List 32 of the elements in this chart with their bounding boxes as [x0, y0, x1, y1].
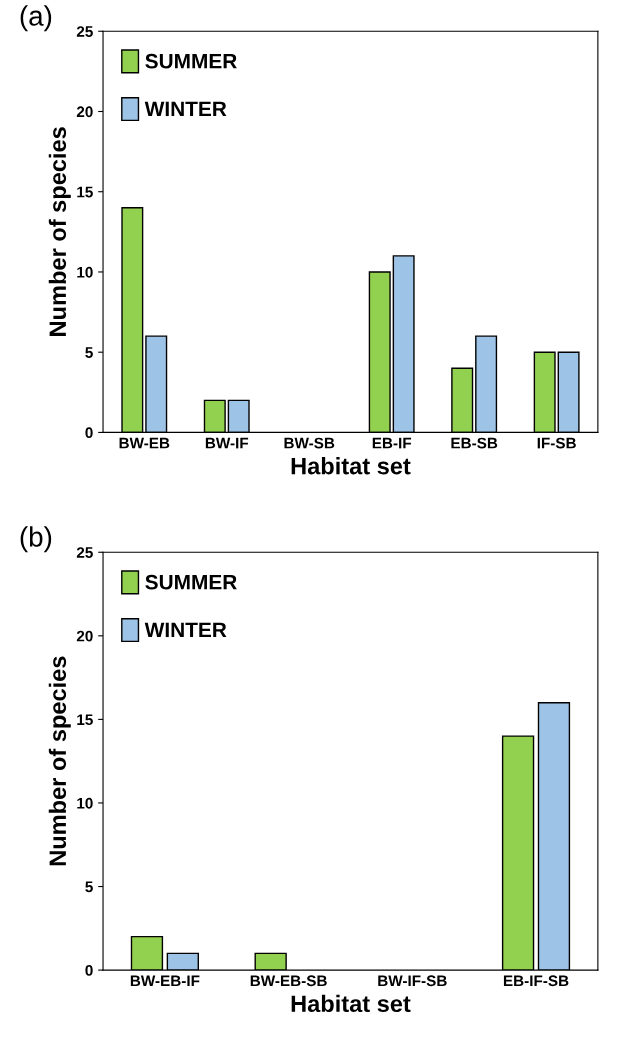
- legend-label: WINTER: [144, 622, 227, 638]
- legend-label: SUMMER: [145, 53, 237, 69]
- y-tick-label: 0: [85, 964, 93, 976]
- x-tick-label: BW-EB-SB: [250, 975, 327, 987]
- x-axis-title: Habitat set: [291, 457, 411, 475]
- y-axis-title: Number of species: [48, 127, 71, 336]
- x-tick-label: BW-IF-SB: [378, 975, 447, 987]
- chart-title: (b): [20, 526, 52, 553]
- y-tick-label: 20: [76, 630, 93, 642]
- legend-label: WINTER: [144, 101, 227, 117]
- legend-label: SUMMER: [145, 574, 237, 590]
- y-axis-title: Number of species: [48, 656, 71, 866]
- x-tick-label: IF-SB: [537, 437, 576, 449]
- x-tick-label: BW-EB-IF: [130, 975, 200, 987]
- y-tick-label: 15: [77, 714, 93, 726]
- x-tick-label: BW-IF: [205, 437, 249, 449]
- x-tick-label: BW-SB: [284, 437, 335, 449]
- y-tick-label: 20: [76, 106, 93, 118]
- y-tick-label: 10: [77, 797, 93, 809]
- x-tick-label: BW-EB: [119, 437, 170, 449]
- y-tick-label: 25: [76, 547, 93, 558]
- x-tick-label: EB-IF: [372, 437, 412, 449]
- y-tick-label: 0: [85, 427, 93, 439]
- y-tick-label: 15: [77, 186, 93, 198]
- x-axis-title: Habitat set: [291, 994, 411, 1013]
- y-tick-label: 10: [77, 266, 93, 278]
- x-tick-label: EB-SB: [451, 437, 498, 449]
- x-tick-label: EB-IF-SB: [503, 975, 569, 987]
- y-tick-label: 25: [76, 26, 93, 37]
- y-tick-label: 5: [85, 347, 93, 358]
- y-tick-label: 5: [85, 881, 93, 893]
- chart-title: (a): [20, 5, 52, 32]
